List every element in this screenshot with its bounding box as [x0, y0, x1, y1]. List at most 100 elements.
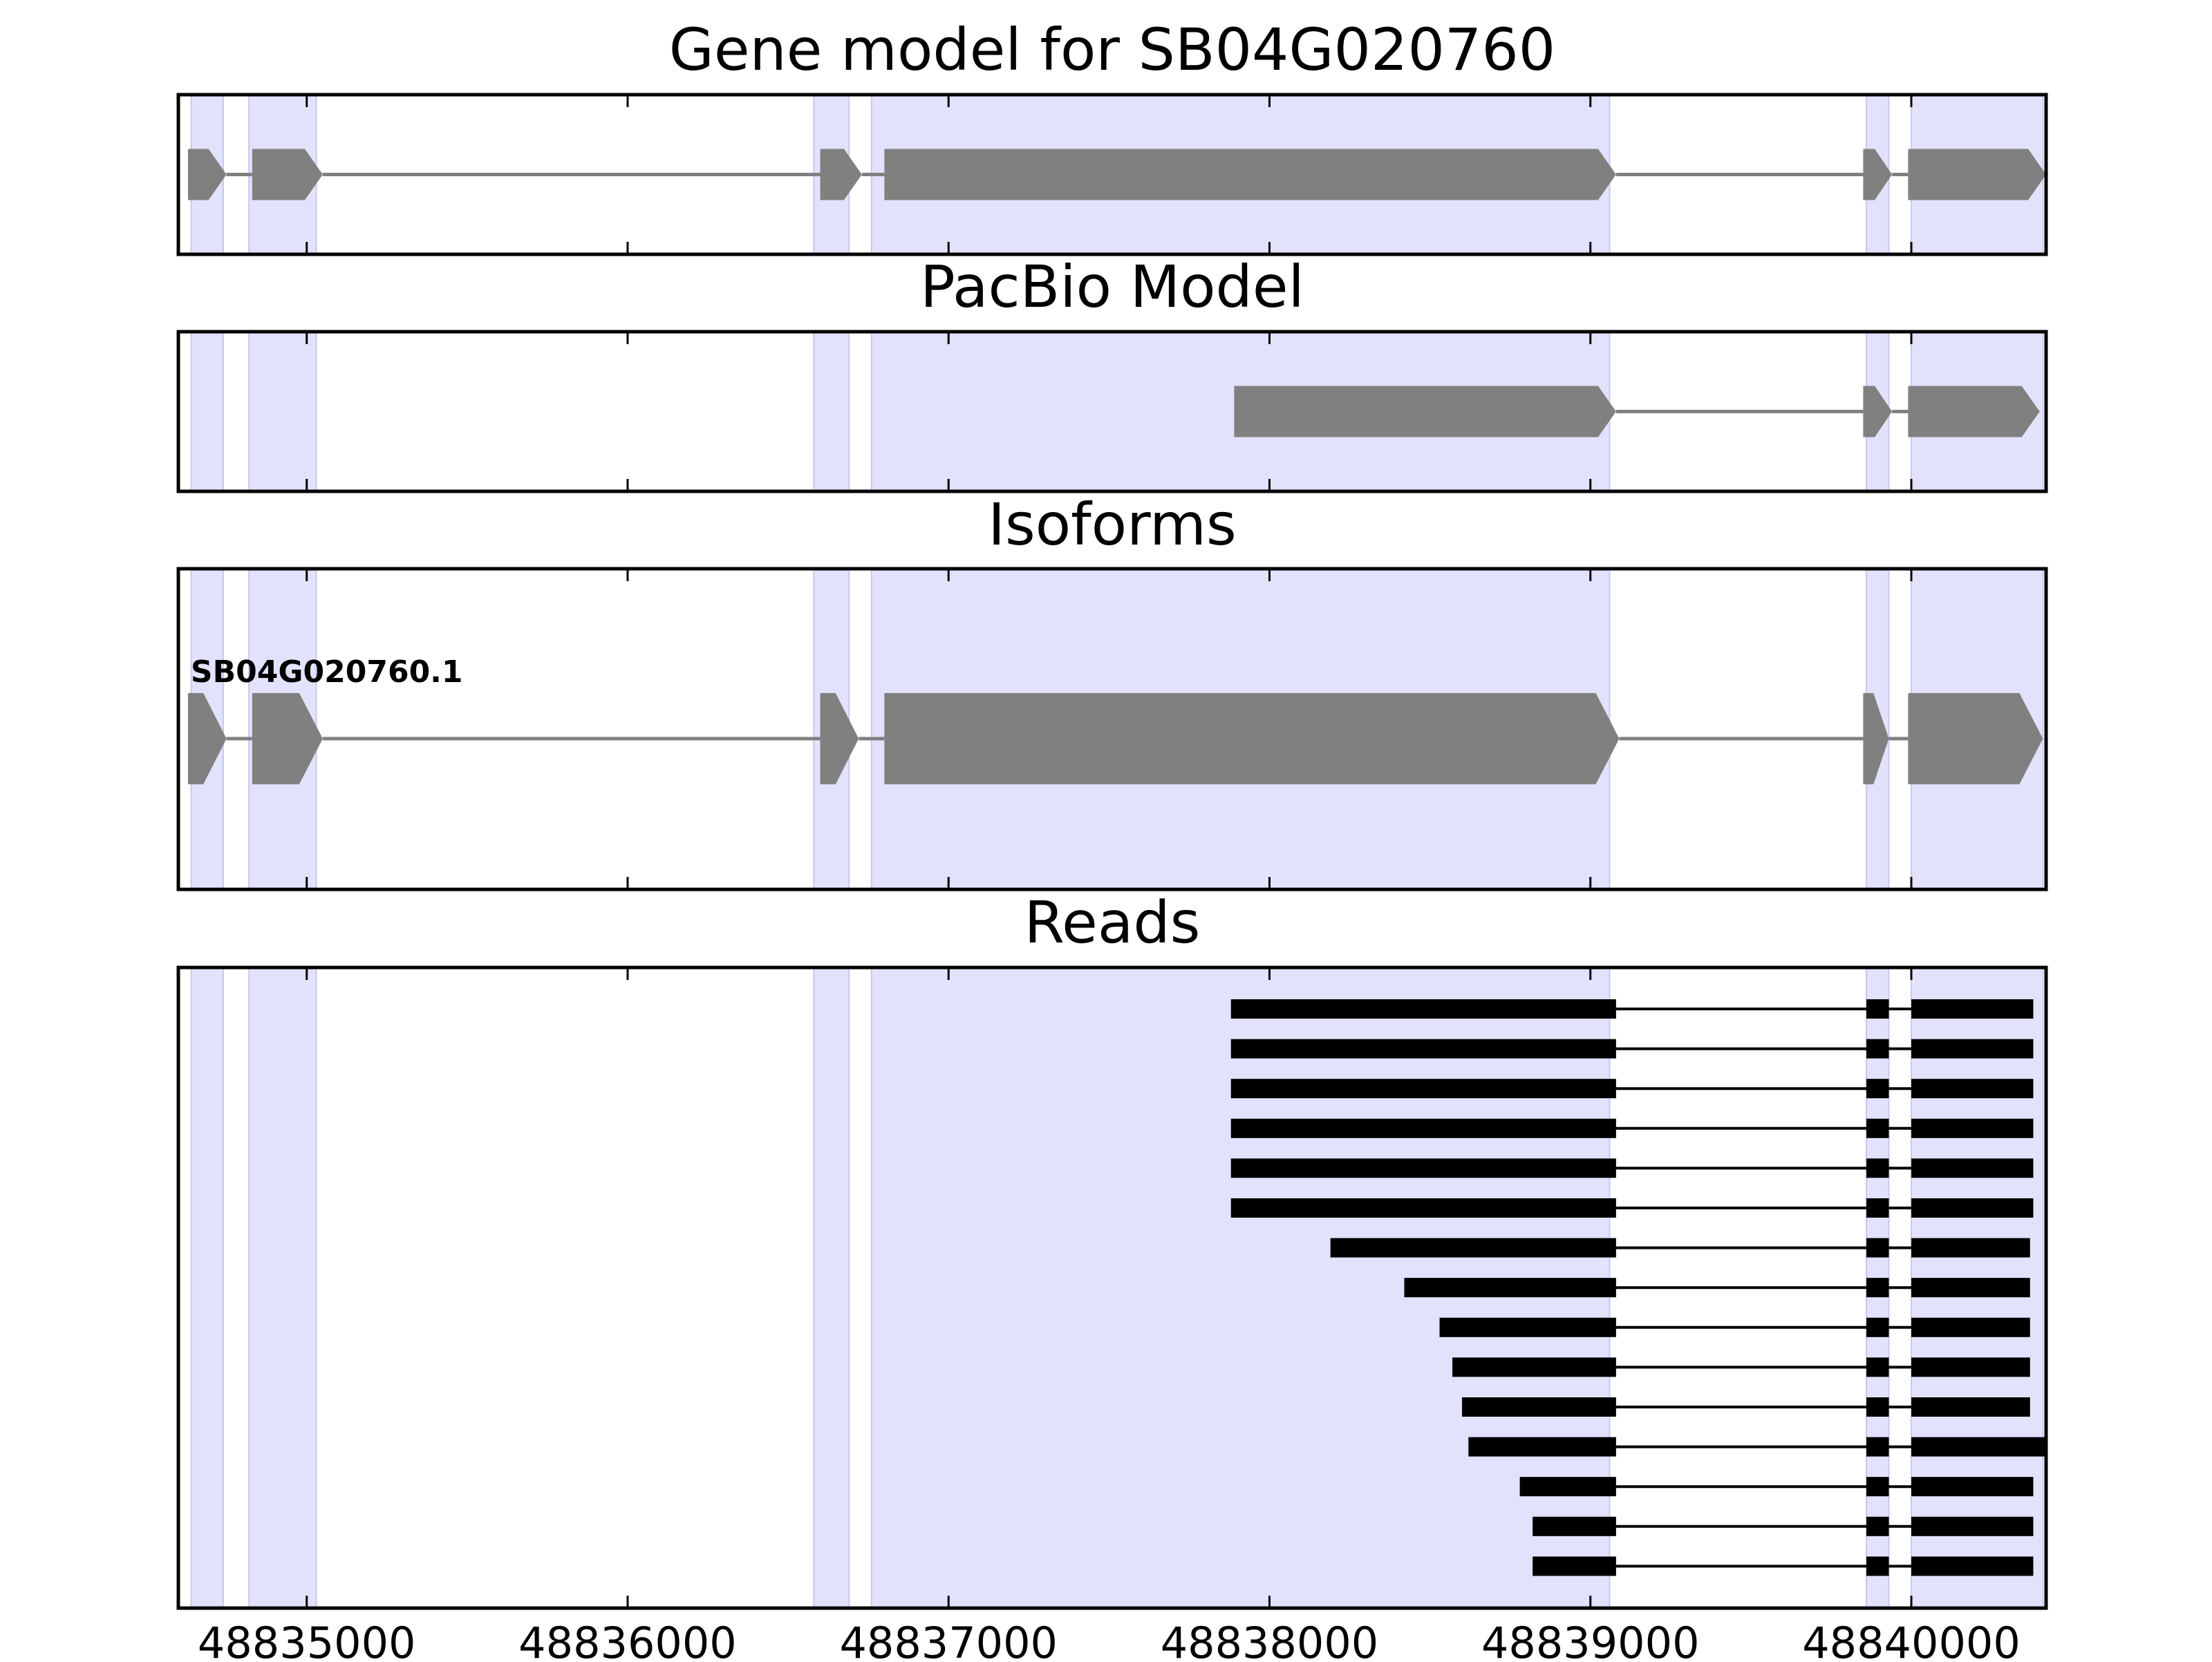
exon-region-band	[190, 331, 224, 492]
read-exon	[1911, 1118, 2034, 1138]
read-exon	[1330, 1238, 1616, 1258]
read-row	[1230, 1039, 2034, 1059]
read-exon	[1230, 1198, 1616, 1218]
read-exon	[1230, 999, 1616, 1019]
isoform-label: SB04G020760.1	[191, 654, 463, 690]
read-exon	[1519, 1477, 1616, 1497]
read-row	[1439, 1317, 2030, 1337]
read-exon	[1866, 1556, 1889, 1576]
exon-arrow	[820, 692, 859, 784]
panel-frame	[176, 965, 2048, 1610]
gene-feature: SB04G020760.1	[187, 654, 2043, 784]
panel-frame	[176, 567, 2048, 891]
panel-model-0: Gene model for SB04G020760	[176, 16, 2048, 256]
read-exon	[1533, 1516, 1616, 1536]
read-exon	[1911, 1357, 2030, 1377]
exon-arrow	[1908, 149, 2046, 200]
read-exon	[1911, 1039, 2034, 1059]
read-exon	[1866, 1317, 1889, 1337]
read-row	[1533, 1516, 2034, 1536]
exon-arrow	[252, 692, 323, 784]
read-exon	[1911, 1238, 2030, 1258]
read-exon	[1439, 1317, 1616, 1337]
read-exon	[1911, 1198, 2034, 1218]
read-exon	[1230, 1039, 1616, 1059]
read-row	[1230, 1158, 2034, 1178]
x-tick-label: 48836000	[518, 1618, 737, 1659]
read-exon	[1866, 1039, 1889, 1059]
x-tick-label: 48840000	[1802, 1618, 2021, 1659]
exon-arrow	[1863, 692, 1889, 784]
read-exon	[1230, 1118, 1616, 1138]
exon-region-band	[813, 967, 850, 1609]
read-row	[1519, 1477, 2034, 1497]
panel-frame	[176, 330, 2048, 493]
exon-arrow	[1863, 149, 1893, 200]
exon-region-band	[248, 967, 317, 1609]
panel-title: Gene model for SB04G020760	[669, 16, 1555, 84]
read-exon	[1866, 1158, 1889, 1178]
panel-frame	[176, 93, 2048, 256]
read-exon	[1911, 1437, 2046, 1457]
read-exon	[1866, 1397, 1889, 1417]
read-exon	[1911, 1278, 2030, 1298]
exon-arrow	[1908, 692, 2043, 784]
read-exon	[1866, 1477, 1889, 1497]
read-exon	[1911, 1079, 2034, 1099]
read-row	[1330, 1238, 2030, 1258]
x-tick-label: 48838000	[1161, 1618, 1379, 1659]
read-row	[1452, 1357, 2030, 1377]
read-exon	[1866, 1278, 1889, 1298]
read-exon	[1404, 1278, 1616, 1298]
panel-isoform-2: Isoforms SB04G020760.1	[176, 491, 2048, 891]
read-exon	[1462, 1397, 1616, 1417]
read-row	[1462, 1397, 2030, 1417]
panel-reads-3: Reads	[176, 889, 2048, 1610]
read-exon	[1230, 1079, 1616, 1099]
read-exon	[1866, 1118, 1889, 1138]
read-exon	[1911, 1556, 2034, 1576]
exon-arrow	[884, 149, 1616, 200]
exon-arrow	[1234, 386, 1616, 437]
read-exon	[1911, 1516, 2034, 1536]
read-exon	[1911, 1397, 2030, 1417]
read-row	[1230, 1118, 2034, 1138]
read-exon	[1452, 1357, 1616, 1377]
x-tick-label: 48835000	[198, 1618, 416, 1659]
gene-feature	[1234, 386, 2040, 437]
read-exon	[1230, 1158, 1616, 1178]
read-exon	[1911, 1477, 2034, 1497]
read-exon	[1866, 1516, 1889, 1536]
exon-region-band	[813, 331, 850, 492]
read-exon	[1866, 1198, 1889, 1218]
x-tick-label: 48837000	[839, 1618, 1058, 1659]
panel-title: Reads	[1024, 889, 1201, 956]
read-row	[1230, 1198, 2034, 1218]
read-exon	[1866, 999, 1889, 1019]
exon-arrow	[187, 692, 227, 784]
gene-feature	[187, 149, 2046, 200]
exon-arrow	[820, 149, 862, 200]
read-exon	[1866, 1357, 1889, 1377]
exon-arrow	[252, 149, 323, 200]
read-row	[1230, 1079, 2034, 1099]
exon-region-band	[248, 331, 317, 492]
read-exon	[1533, 1556, 1616, 1576]
read-exon	[1866, 1437, 1889, 1457]
x-tick-label: 48839000	[1481, 1618, 1700, 1659]
exon-region-band	[190, 967, 224, 1609]
read-exon	[1468, 1437, 1616, 1457]
read-exon	[1866, 1238, 1889, 1258]
panel-model-1: PacBio Model	[176, 253, 2048, 493]
exon-arrow	[884, 692, 1620, 784]
read-exon	[1866, 1079, 1889, 1099]
read-exon	[1911, 999, 2034, 1019]
exon-arrow	[187, 149, 227, 200]
panel-title: Isoforms	[988, 491, 1237, 558]
read-row	[1468, 1437, 2046, 1457]
read-row	[1230, 999, 2034, 1019]
panel-title: PacBio Model	[920, 253, 1304, 321]
read-row	[1404, 1278, 2030, 1298]
